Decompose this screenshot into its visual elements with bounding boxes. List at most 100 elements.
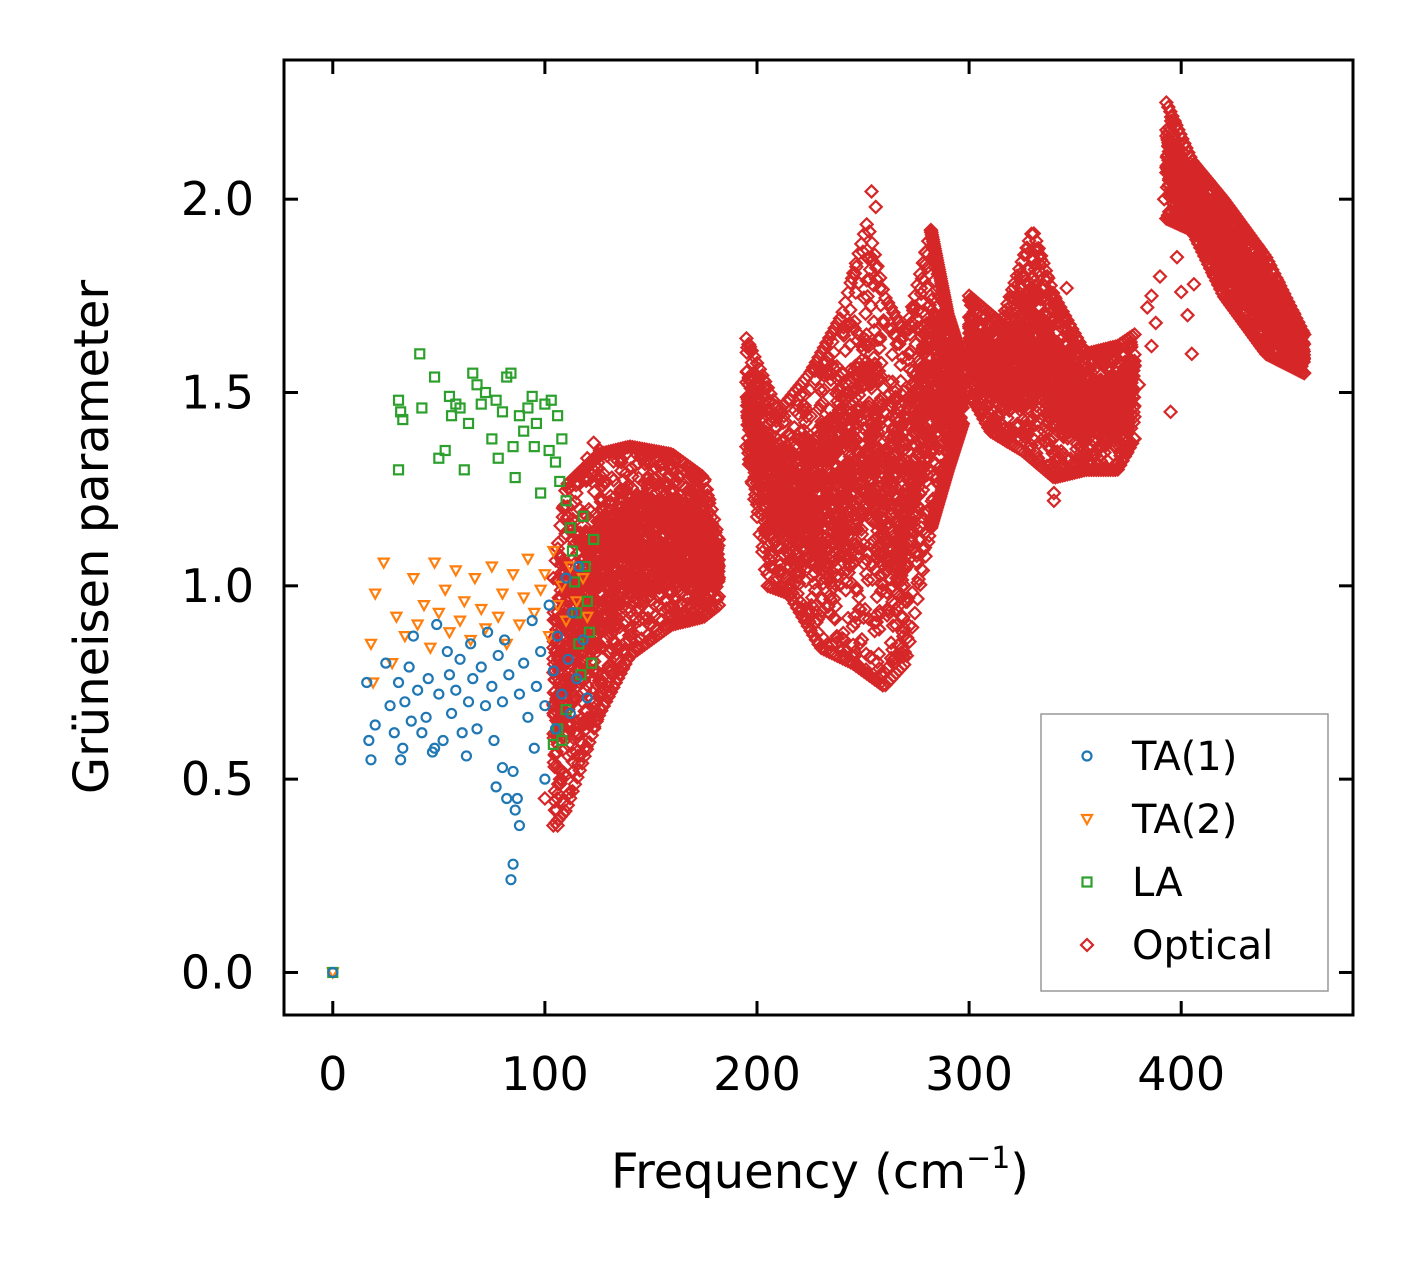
optical-point: [552, 674, 568, 690]
optical-point: [675, 566, 691, 582]
optical-point: [638, 496, 655, 512]
optical-point: [607, 558, 623, 574]
optical-point: [689, 512, 705, 528]
optical-point: [609, 504, 625, 520]
optical-point: [645, 542, 661, 558]
optical-point: [814, 395, 831, 411]
optical-point: [652, 588, 668, 605]
optical-point: [550, 776, 566, 792]
optical-point: [591, 573, 607, 589]
optical-point: [873, 390, 889, 406]
optical-point: [596, 526, 612, 542]
optical-point: [658, 600, 674, 617]
optical-point: [658, 538, 674, 554]
optical-point: [631, 470, 647, 486]
optical-point: [630, 578, 646, 594]
optical-point: [583, 503, 599, 519]
optical-point: [655, 494, 671, 510]
optical-point: [687, 593, 703, 609]
optical-point: [546, 612, 562, 628]
optical-point: [610, 453, 626, 469]
optical-point: [879, 661, 895, 677]
optical-point: [601, 658, 617, 674]
optical-point: [556, 674, 572, 690]
optical-point: [660, 507, 676, 523]
optical-point: [598, 608, 614, 625]
optical-point: [562, 608, 578, 624]
optical-point: [547, 759, 563, 775]
optical-point: [624, 521, 640, 537]
optical-point: [614, 596, 630, 612]
optical-point: [629, 581, 645, 597]
optical-point: [557, 638, 573, 654]
optical-point: [575, 537, 591, 553]
optical-point: [670, 577, 686, 594]
optical-point: [627, 610, 644, 626]
optical-point: [650, 558, 666, 574]
optical-point: [677, 480, 693, 496]
optical-point: [615, 661, 631, 677]
optical-point: [790, 406, 806, 422]
optical-point: [629, 593, 646, 609]
optical-point: [859, 272, 875, 288]
optical-point: [667, 475, 683, 491]
optical-point: [694, 578, 710, 594]
optical-point: [545, 651, 562, 667]
optical-point: [655, 487, 672, 503]
optical-point: [649, 522, 665, 538]
optical-point: [586, 484, 602, 500]
optical-point: [645, 471, 662, 487]
optical-point: [629, 590, 645, 606]
optical-point: [569, 690, 585, 706]
optical-point: [548, 553, 564, 569]
optical-point: [601, 502, 618, 518]
optical-point: [613, 463, 630, 479]
optical-point: [620, 562, 636, 578]
optical-point: [603, 663, 620, 679]
optical-point: [605, 572, 621, 588]
optical-point: [605, 601, 622, 617]
optical-point: [633, 554, 649, 571]
optical-point: [711, 531, 727, 547]
optical-point: [548, 642, 564, 658]
optical-point: [880, 320, 896, 336]
optical-point: [591, 707, 607, 723]
optical-point: [857, 601, 873, 617]
optical-point: [632, 612, 648, 628]
optical-point: [608, 634, 624, 651]
optical-point: [585, 633, 601, 649]
optical-point: [676, 518, 692, 534]
optical-point: [571, 726, 587, 742]
optical-point: [651, 579, 667, 595]
optical-point: [600, 689, 617, 705]
optical-point: [579, 703, 595, 719]
optical-point: [616, 616, 632, 632]
optical-point: [606, 549, 622, 565]
optical-point: [601, 645, 617, 661]
optical-point: [866, 322, 882, 338]
optical-point: [826, 591, 842, 607]
optical-point: [624, 547, 640, 563]
optical-point: [593, 468, 609, 484]
optical-point: [705, 569, 721, 586]
optical-point: [637, 566, 653, 582]
optical-point: [687, 497, 703, 514]
optical-point: [849, 582, 865, 599]
optical-point: [553, 582, 569, 598]
series-optical: [537, 94, 1312, 834]
optical-point: [651, 457, 667, 473]
optical-point: [641, 616, 657, 632]
optical-point: [560, 737, 576, 753]
optical-point: [579, 677, 595, 693]
optical-point: [637, 573, 653, 589]
optical-point: [609, 591, 625, 607]
optical-point: [605, 634, 621, 650]
optical-point: [596, 698, 612, 714]
optical-point: [572, 674, 588, 690]
optical-point: [698, 592, 715, 608]
optical-point: [813, 417, 829, 433]
optical-point: [558, 558, 574, 574]
optical-point: [662, 562, 678, 578]
optical-point: [827, 362, 843, 378]
